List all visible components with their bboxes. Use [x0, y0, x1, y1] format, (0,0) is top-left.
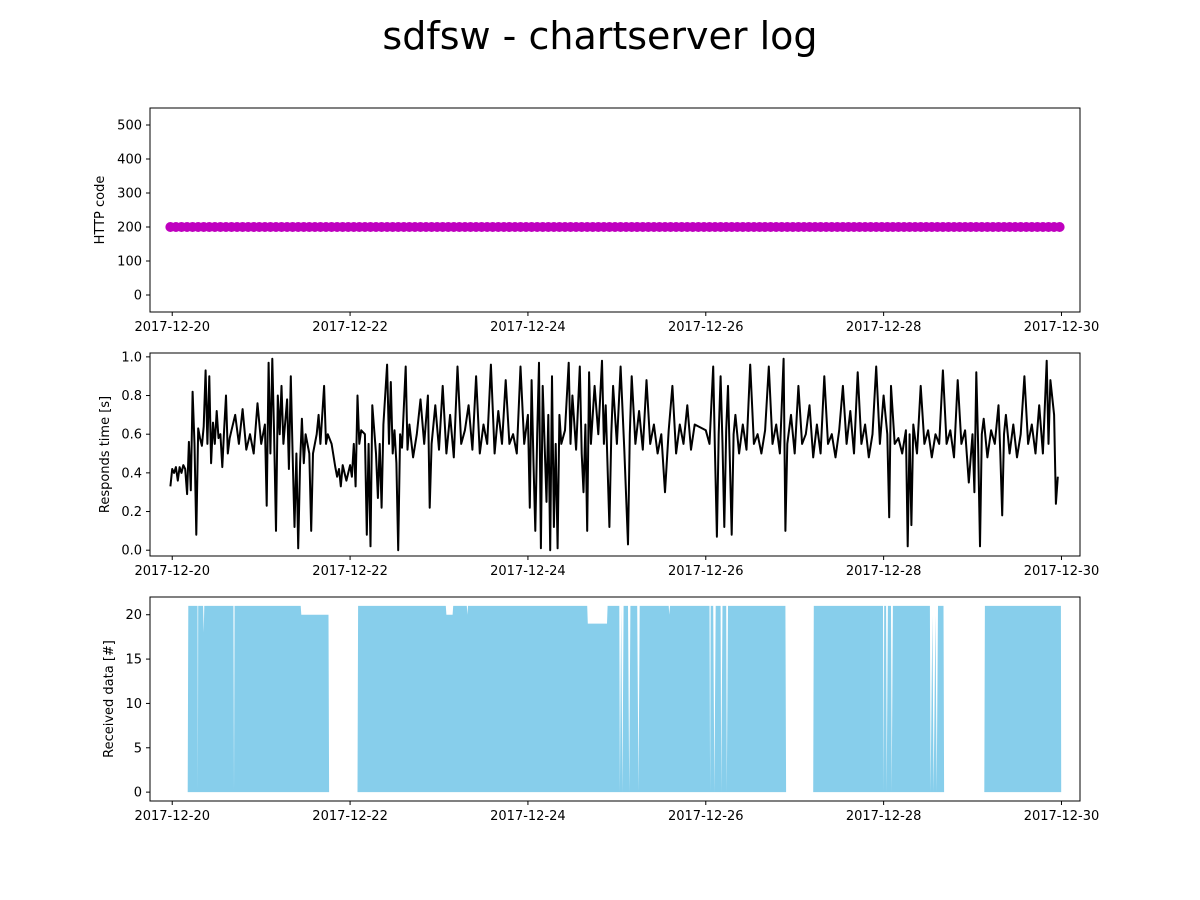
y-axis-label: HTTP code [93, 176, 108, 245]
y-tick-label: 0.8 [121, 389, 142, 404]
y-tick-label: 200 [117, 221, 142, 236]
x-tick-label: 2017-12-20 [134, 320, 210, 335]
axes-frame [149, 352, 1081, 557]
x-tick-label: 2017-12-30 [1024, 809, 1100, 824]
http-code-point [1054, 222, 1065, 232]
y-tick-label: 0.6 [121, 428, 142, 443]
x-tick-label: 2017-12-22 [312, 320, 388, 335]
axes-frame [149, 596, 1081, 802]
x-tick-label: 2017-12-22 [312, 809, 388, 824]
x-tick-label: 2017-12-30 [1024, 564, 1100, 579]
y-axis-label: Received data [#] [102, 640, 117, 758]
x-tick-label: 2017-12-24 [490, 320, 566, 335]
axes-frame [149, 107, 1081, 313]
y-tick-label: 10 [125, 697, 142, 712]
x-tick-label: 2017-12-28 [846, 809, 922, 824]
subplot-1: 2017-12-20 2017-12-22 2017-12-24 2017-12-26… [93, 107, 1100, 335]
y-tick-label: 100 [117, 255, 142, 270]
y-tick-label: 15 [125, 653, 142, 668]
x-tick-label: 2017-12-26 [668, 320, 744, 335]
y-tick-label: 0.2 [121, 505, 142, 520]
x-tick-label: 2017-12-20 [134, 809, 210, 824]
y-tick-label: 500 [117, 119, 142, 134]
x-tick-label: 2017-12-26 [668, 564, 744, 579]
chart-title: sdfsw - chartserver log [382, 14, 817, 58]
x-tick-label: 2017-12-22 [312, 564, 388, 579]
y-axis-label: Responds time [s] [98, 396, 113, 513]
x-tick-label: 2017-12-24 [490, 809, 566, 824]
y-tick-label: 300 [117, 187, 142, 202]
y-tick-label: 20 [125, 608, 142, 623]
subplot-3: 2017-12-20 2017-12-22 2017-12-24 2017-12-26… [102, 596, 1100, 824]
x-tick-label: 2017-12-24 [490, 564, 566, 579]
x-tick-label: 2017-12-26 [668, 809, 744, 824]
y-tick-label: 0.0 [121, 544, 142, 559]
y-tick-label: 1.0 [121, 350, 142, 365]
received-data-area [187, 605, 1062, 793]
y-tick-label: 0.4 [121, 466, 142, 481]
response-time-line [169, 357, 1059, 552]
x-tick-label: 2017-12-28 [846, 320, 922, 335]
y-tick-label: 5 [134, 741, 142, 756]
y-tick-label: 0 [134, 786, 142, 801]
x-tick-label: 2017-12-28 [846, 564, 922, 579]
subplot-2: 2017-12-20 2017-12-22 2017-12-24 2017-12-26… [98, 350, 1099, 579]
y-tick-label: 0 [134, 289, 142, 304]
x-tick-label: 2017-12-20 [134, 564, 210, 579]
y-tick-label: 400 [117, 153, 142, 168]
x-tick-label: 2017-12-30 [1024, 320, 1100, 335]
